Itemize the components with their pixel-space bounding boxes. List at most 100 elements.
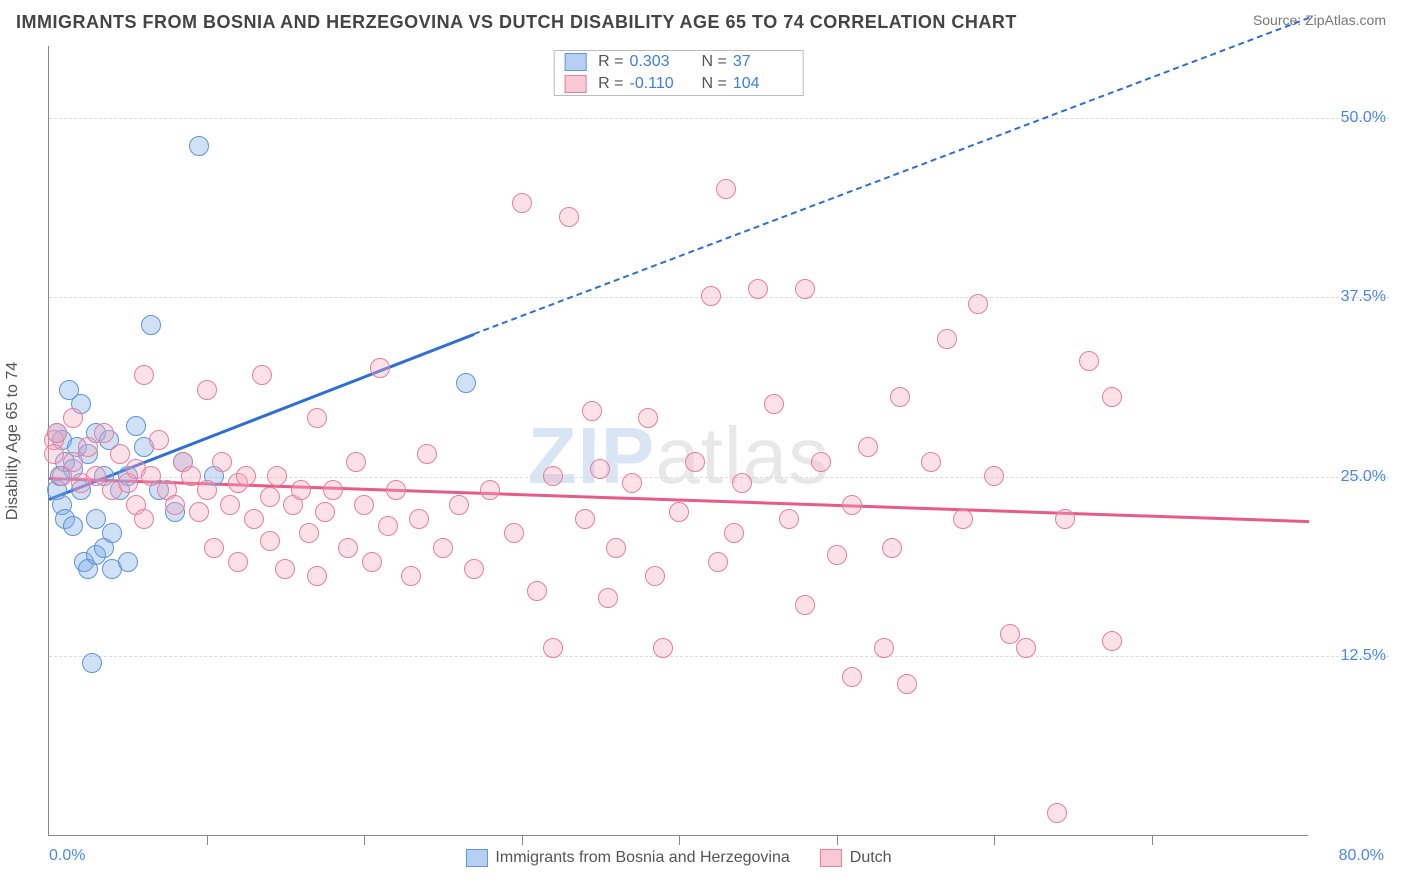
scatter-point [110,444,130,464]
scatter-point [575,509,595,529]
scatter-point [897,674,917,694]
scatter-point [645,566,665,586]
x-tick [522,835,523,845]
scatter-point [842,495,862,515]
scatter-point [701,286,721,306]
r-label: R = [598,53,623,71]
scatter-point [126,416,146,436]
n-value-blue: 37 [733,53,793,71]
scatter-point [228,552,248,572]
scatter-point [189,136,209,156]
scatter-point [165,495,185,515]
scatter-point [307,408,327,428]
r-value-pink: -0.110 [630,75,690,93]
scatter-point [63,452,83,472]
scatter-point [86,466,106,486]
scatter-point [748,279,768,299]
x-tick [679,835,680,845]
watermark: ZIPatlas [528,410,829,502]
scatter-point [362,552,382,572]
scatter-point [708,552,728,572]
scatter-point [1016,638,1036,658]
scatter-point [598,588,618,608]
scatter-point [582,401,602,421]
correlation-legend-row: R = 0.303 N = 37 [554,51,803,73]
plot-area: Disability Age 65 to 74 R = 0.303 N = 37… [48,46,1308,836]
scatter-point [78,437,98,457]
plot-container: Disability Age 65 to 74 R = 0.303 N = 37… [48,46,1388,836]
scatter-point [299,523,319,543]
scatter-point [82,653,102,673]
scatter-point [197,480,217,500]
n-value-pink: 104 [733,75,793,93]
y-tick-label: 37.5% [1316,288,1386,306]
scatter-point [189,502,209,522]
scatter-point [354,495,374,515]
y-tick-label: 50.0% [1316,109,1386,127]
scatter-point [464,559,484,579]
scatter-point [669,502,689,522]
scatter-point [141,466,161,486]
scatter-point [842,667,862,687]
scatter-point [968,294,988,314]
scatter-point [291,480,311,500]
scatter-point [323,480,343,500]
r-label: R = [598,75,623,93]
scatter-point [527,581,547,601]
y-tick-label: 25.0% [1316,468,1386,486]
legend-swatch-pink [820,849,842,867]
scatter-point [181,466,201,486]
scatter-point [685,452,705,472]
scatter-point [118,552,138,572]
scatter-point [63,516,83,536]
scatter-point [86,509,106,529]
y-axis-label: Disability Age 65 to 74 [4,361,22,519]
scatter-point [1047,803,1067,823]
source-name: ZipAtlas.com [1305,12,1386,28]
scatter-point [449,495,469,515]
scatter-point [779,509,799,529]
n-label: N = [702,53,727,71]
scatter-point [764,394,784,414]
scatter-point [47,423,67,443]
scatter-point [94,423,114,443]
scatter-point [409,509,429,529]
scatter-point [378,516,398,536]
chart-header: IMMIGRANTS FROM BOSNIA AND HERZEGOVINA V… [0,0,1406,41]
scatter-point [874,638,894,658]
scatter-point [401,566,421,586]
scatter-point [882,538,902,558]
scatter-point [984,466,1004,486]
chart-title: IMMIGRANTS FROM BOSNIA AND HERZEGOVINA V… [16,12,1017,33]
scatter-point [267,466,287,486]
scatter-point [1055,509,1075,529]
scatter-point [811,452,831,472]
correlation-legend: R = 0.303 N = 37 R = -0.110 N = 104 [553,50,804,96]
scatter-point [134,509,154,529]
scatter-point [260,487,280,507]
scatter-point [858,437,878,457]
series-legend-item: Immigrants from Bosnia and Herzegovina [465,849,789,867]
x-axis-max-label: 80.0% [1339,847,1384,865]
scatter-point [456,373,476,393]
correlation-legend-row: R = -0.110 N = 104 [554,73,803,95]
scatter-point [590,459,610,479]
scatter-point [1079,351,1099,371]
scatter-point [827,545,847,565]
scatter-point [890,387,910,407]
x-tick [1152,835,1153,845]
scatter-point [315,502,335,522]
scatter-point [543,466,563,486]
scatter-point [795,279,815,299]
scatter-point [480,480,500,500]
x-tick [207,835,208,845]
scatter-point [716,179,736,199]
scatter-point [1102,631,1122,651]
scatter-point [606,538,626,558]
legend-swatch-blue [564,53,586,71]
scatter-point [141,315,161,335]
scatter-point [275,559,295,579]
gridline [49,118,1389,119]
scatter-point [204,538,224,558]
x-tick [364,835,365,845]
